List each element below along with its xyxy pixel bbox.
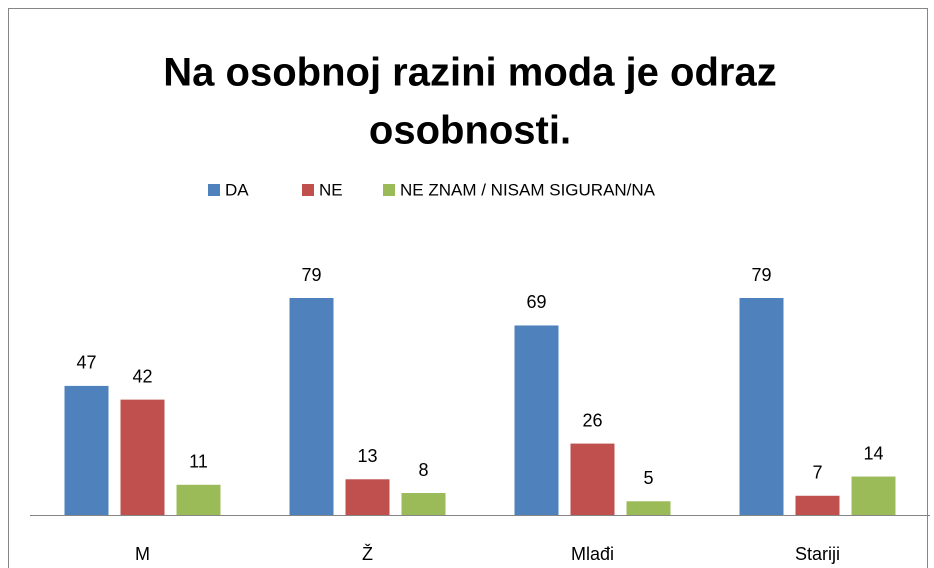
legend-label: DA: [225, 180, 249, 199]
bar: [120, 399, 165, 515]
chart-title: osobnosti.: [369, 109, 571, 153]
bar: [401, 493, 446, 515]
chart-title: Na osobnoj razini moda je odraz: [163, 51, 776, 95]
bar: [514, 325, 559, 515]
legend-label: NE ZNAM / NISAM SIGURAN/NA: [400, 180, 656, 199]
value-label: 11: [189, 452, 208, 472]
bar: [64, 385, 109, 515]
x-tick-label: Ž: [362, 544, 373, 564]
bar: [626, 501, 671, 515]
value-label: 13: [357, 446, 377, 466]
bar: [795, 495, 840, 515]
value-label: 47: [76, 353, 96, 373]
bar: [345, 479, 390, 515]
legend-label: NE: [319, 180, 343, 199]
value-label: 69: [526, 292, 546, 312]
value-label: 79: [301, 265, 321, 285]
value-label: 7: [812, 463, 822, 483]
bar: [176, 484, 221, 515]
bar: [851, 476, 896, 515]
legend-swatch: [302, 184, 314, 196]
bar: [289, 298, 334, 515]
bar: [570, 443, 615, 515]
value-label: 79: [751, 265, 771, 285]
bar: [739, 298, 784, 515]
value-label: 5: [643, 468, 653, 488]
legend-swatch: [383, 184, 395, 196]
legend-swatch: [208, 184, 220, 196]
value-label: 8: [418, 460, 428, 480]
value-label: 26: [582, 410, 602, 430]
value-label: 14: [863, 443, 883, 463]
x-tick-label: M: [135, 544, 150, 564]
value-label: 42: [132, 366, 152, 386]
x-tick-label: Mlađi: [571, 544, 614, 564]
x-tick-label: Stariji: [795, 544, 840, 564]
